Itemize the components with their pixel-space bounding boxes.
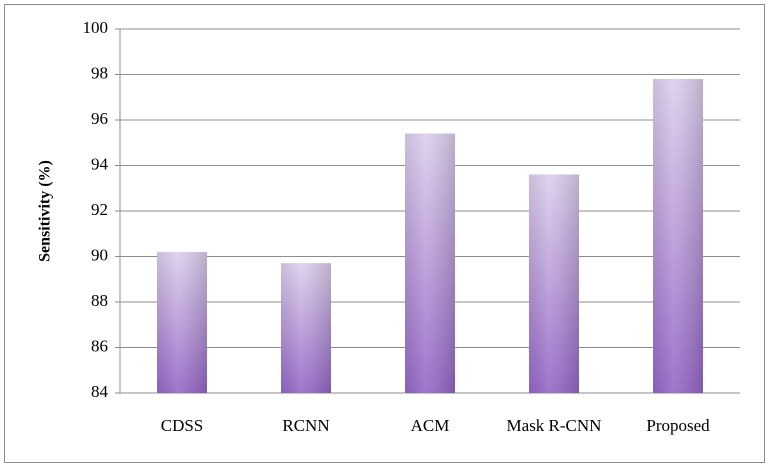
bar-shade (653, 79, 703, 394)
y-tick-label: 88 (91, 291, 108, 310)
y-tick-label: 90 (91, 245, 108, 264)
x-tick-label: ACM (411, 416, 450, 435)
y-tick-label: 96 (91, 109, 108, 128)
x-tick-label: Proposed (646, 416, 710, 435)
y-tick-label: 100 (83, 18, 109, 37)
y-tick-label: 84 (91, 382, 109, 401)
bar-shade (157, 251, 207, 393)
bar-shade (281, 263, 331, 393)
y-tick-label: 94 (91, 154, 109, 173)
x-tick-label: Mask R-CNN (507, 416, 602, 435)
bar-shade (405, 133, 455, 393)
bar-shade (529, 174, 579, 393)
y-tick-label: 92 (91, 200, 108, 219)
x-tick-label: RCNN (282, 416, 329, 435)
y-axis-label: Sensitivity (%) (37, 160, 54, 262)
chart-border (4, 4, 765, 463)
y-tick-label: 98 (91, 63, 108, 82)
y-tick-label: 86 (91, 336, 108, 355)
x-tick-label: CDSS (161, 416, 204, 435)
